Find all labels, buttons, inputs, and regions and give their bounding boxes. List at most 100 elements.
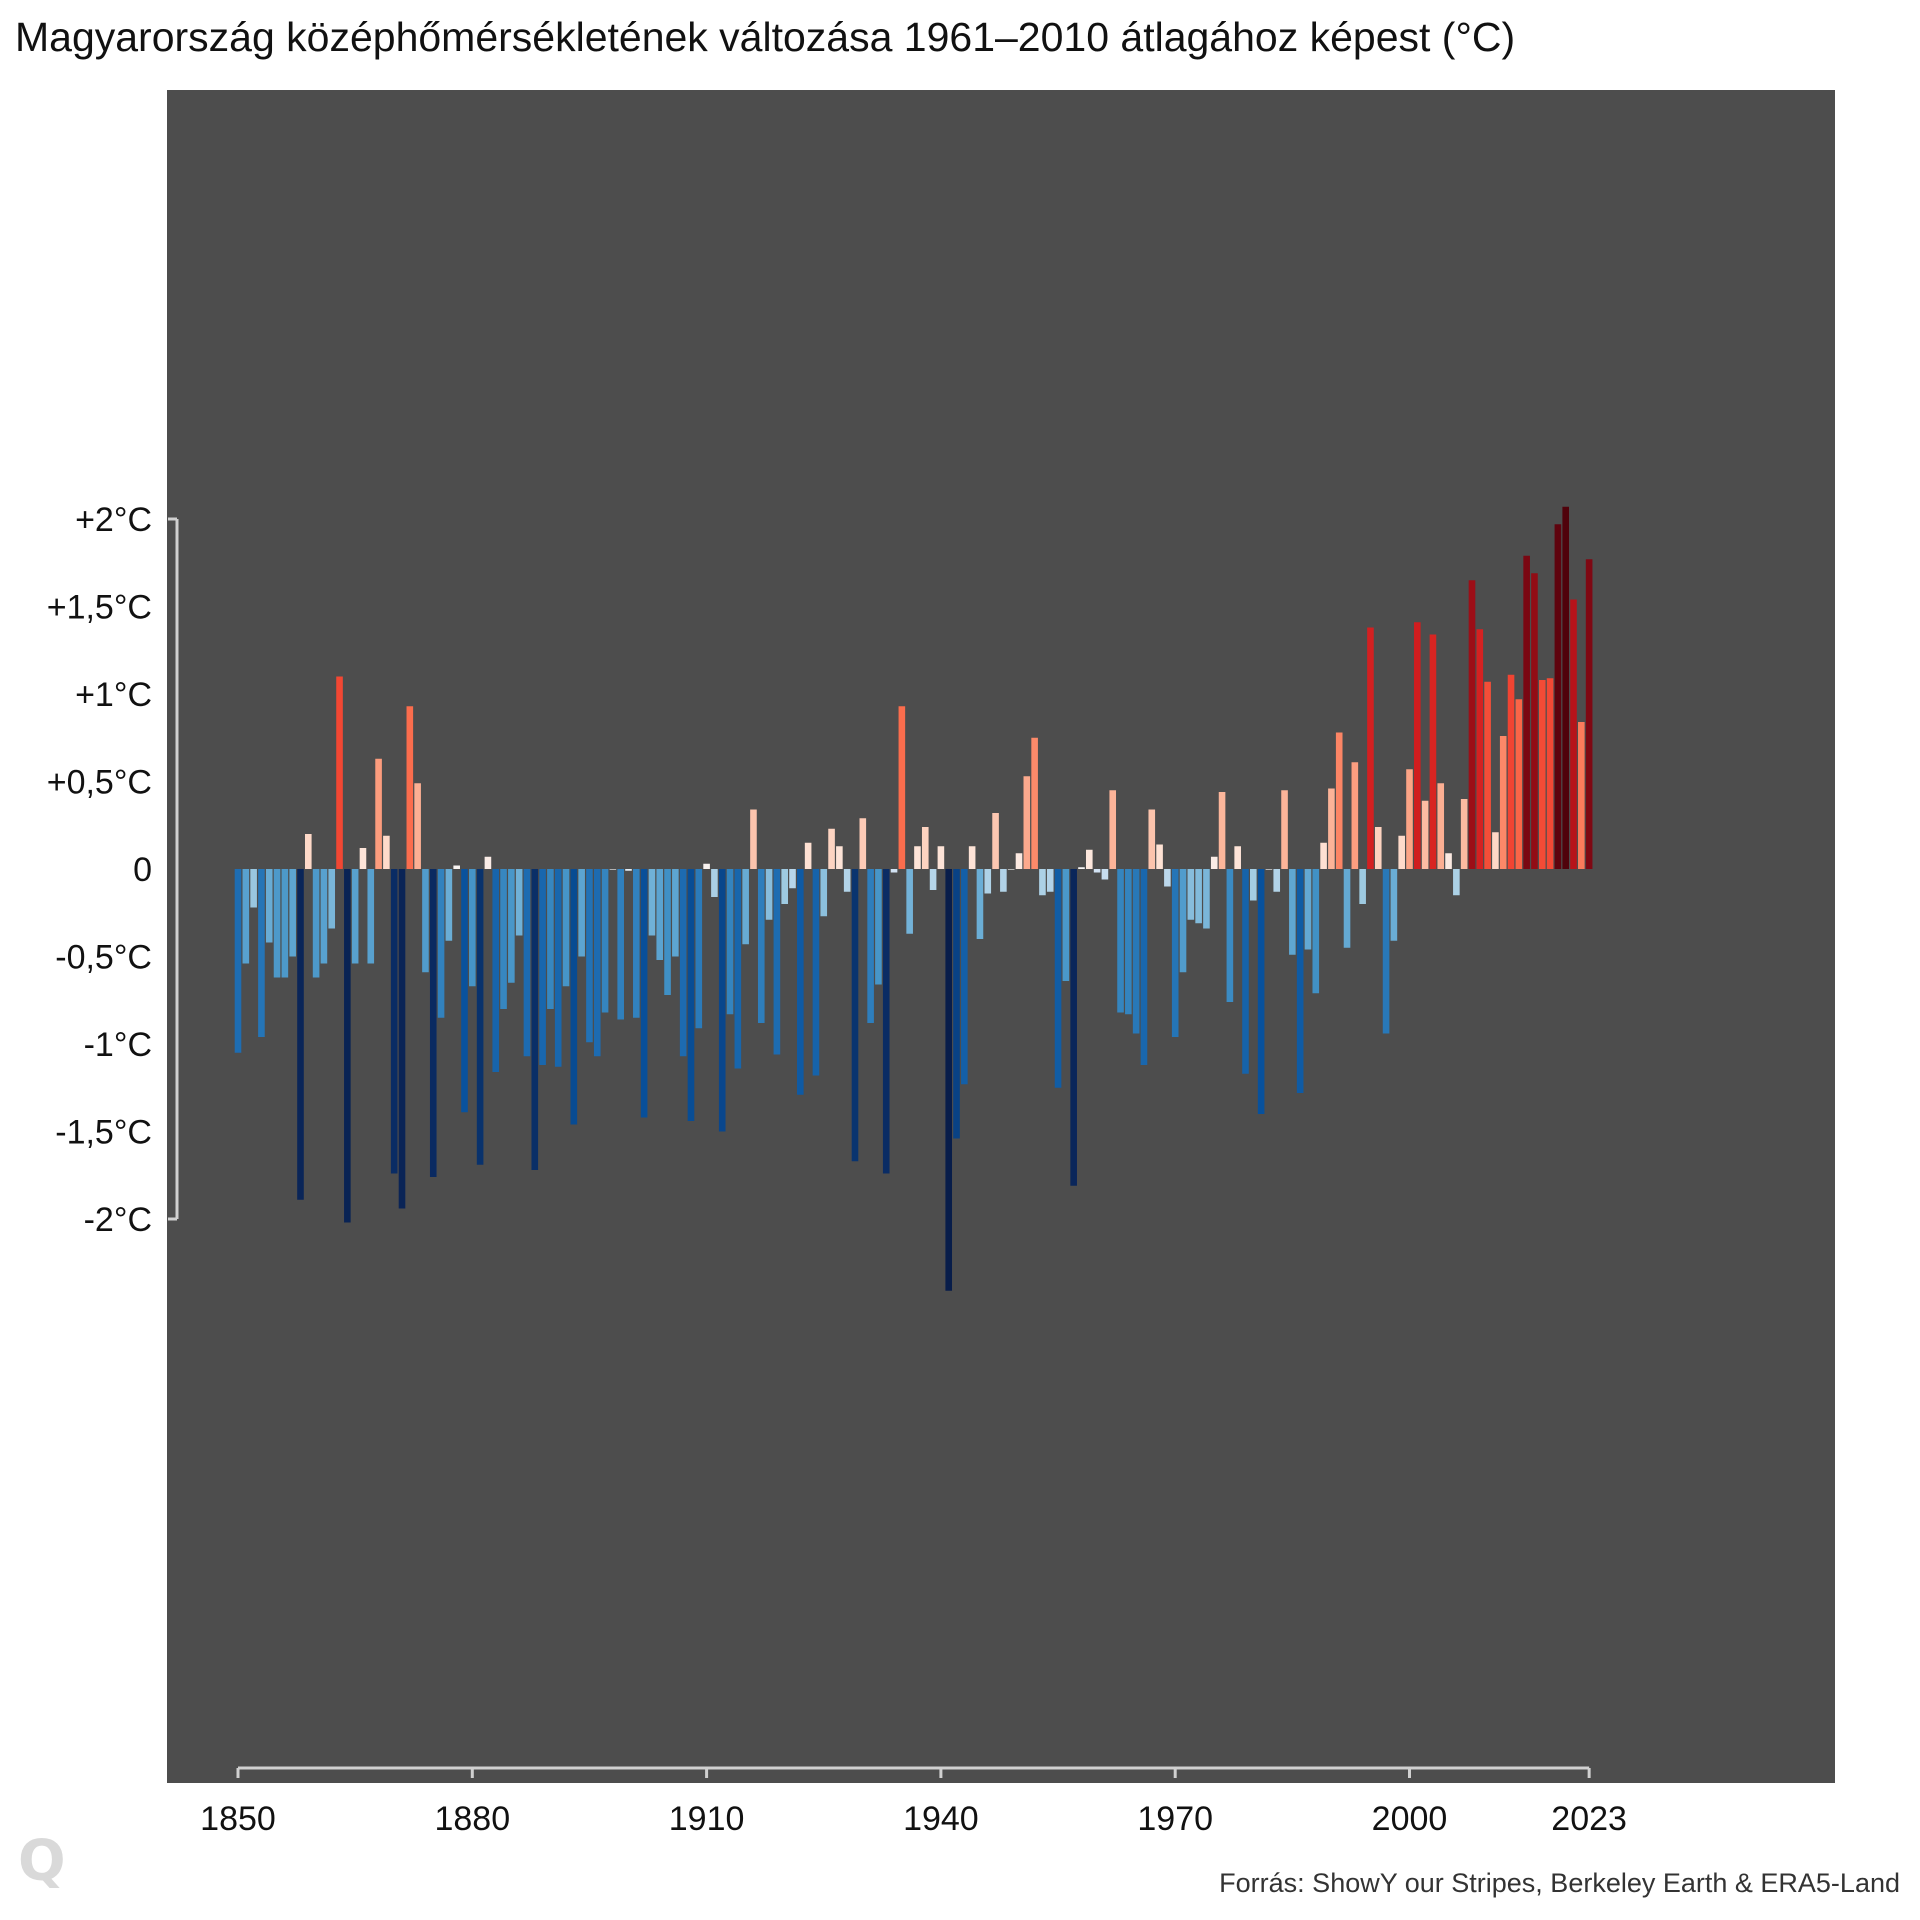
- bar-1964: 1964: -0.83: [1125, 869, 1132, 1015]
- bar-1957: 1957: -1.81: [1070, 869, 1077, 1186]
- bar-2019: 2019: 1.97: [1554, 524, 1562, 869]
- bar-1925: 1925: -0.27: [820, 869, 828, 917]
- bar-1874: 1874: -0.59: [422, 869, 429, 973]
- bar-1905: 1905: -0.72: [664, 869, 671, 995]
- bar-1903: 1903: -0.38: [648, 869, 656, 936]
- bar-1990: 1990: 0.46: [1328, 788, 1335, 869]
- bar-1868: 1868: 0.63: [375, 758, 382, 869]
- source-note: Forrás: ShowY our Stripes, Berkeley Eart…: [1219, 1868, 1900, 1898]
- bar-1933: 1933: -1.74: [882, 869, 890, 1174]
- plot-background: [167, 90, 1835, 1783]
- bar-1907: 1907: -1.07: [679, 869, 687, 1057]
- bar-2016: 2016: 1.69: [1531, 573, 1538, 869]
- chart-title: Magyarország középhőmérsékletének változ…: [15, 14, 1516, 60]
- bar-1932: 1932: -0.66: [875, 869, 882, 985]
- bar-1930: 1930: 0.29: [859, 818, 867, 869]
- bar-1867: 1867: -0.54: [367, 869, 375, 964]
- bar-1989: 1989: 0.15: [1320, 842, 1327, 869]
- bar-1898: 1898: 0: [609, 869, 617, 870]
- bar-1952: 1952: 0.75: [1031, 737, 1038, 869]
- bar-1922: 1922: -1.29: [797, 869, 804, 1095]
- bar-1882: 1882: 0.07: [484, 856, 492, 869]
- bar-1927: 1927: 0.13: [836, 846, 843, 869]
- y-tick-label: 0: [133, 851, 152, 889]
- bar-1981: 1981: -1.4: [1257, 869, 1265, 1114]
- bar-1855: 1855: -0.62: [273, 869, 281, 978]
- bar-1877: 1877: -0.41: [445, 869, 453, 941]
- bar-1899: 1899: -0.86: [617, 869, 624, 1020]
- bar-2018: 2018: 1.09: [1546, 678, 1554, 869]
- bar-2006: 2006: -0.15: [1453, 869, 1460, 896]
- bar-2023: 2023: 1.77: [1585, 559, 1593, 869]
- bar-1894: 1894: -0.5: [578, 869, 585, 957]
- bar-2007: 2007: 0.4: [1460, 799, 1468, 869]
- y-tick-label: -0,5°C: [55, 939, 152, 977]
- bar-1856: 1856: -0.62: [281, 869, 289, 978]
- bar-2014: 2014: 0.97: [1515, 699, 1523, 869]
- bar-1999: 1999: 0.19: [1398, 835, 1405, 869]
- bar-1961: 1961: -0.06: [1101, 869, 1109, 880]
- bar-1879: 1879: -1.39: [461, 869, 468, 1113]
- bar-1917: 1917: -0.88: [757, 869, 765, 1023]
- bar-1921: 1921: -0.11: [789, 869, 796, 889]
- bar-1975: 1975: 0.07: [1210, 856, 1218, 869]
- bar-2000: 2000: 0.57: [1406, 769, 1413, 869]
- bar-1876: 1876: -0.85: [437, 869, 445, 1018]
- bar-1953: 1953: -0.15: [1039, 869, 1046, 896]
- bar-1936: 1936: -0.37: [906, 869, 913, 934]
- bar-1966: 1966: -1.12: [1140, 869, 1148, 1065]
- bar-1969: 1969: -0.1: [1164, 869, 1171, 887]
- bar-1986: 1986: -1.28: [1296, 869, 1304, 1093]
- bar-1941: 1941: -2.41: [945, 869, 953, 1291]
- bar-2001: 2001: 1.41: [1414, 622, 1421, 869]
- bar-1854: 1854: -0.42: [265, 869, 273, 943]
- bar-1863: 1863: 1.1: [336, 676, 343, 869]
- bar-2005: 2005: 0.09: [1445, 853, 1452, 869]
- bar-1992: 1992: -0.45: [1343, 869, 1351, 948]
- bar-1995: 1995: 1.38: [1367, 627, 1374, 869]
- bar-1891: 1891: -1.13: [554, 869, 562, 1067]
- bar-1857: 1857: -0.5: [289, 869, 296, 957]
- bar-1902: 1902: -1.42: [640, 869, 648, 1118]
- bar-1976: 1976: 0.44: [1218, 792, 1226, 869]
- bar-1895: 1895: -0.99: [586, 869, 593, 1043]
- bar-1974: 1974: -0.34: [1203, 869, 1210, 929]
- bar-1864: 1864: -2.02: [344, 869, 351, 1223]
- bar-1851: 1851: -0.54: [242, 869, 250, 964]
- bar-1913: 1913: -0.83: [726, 869, 734, 1015]
- y-tick-label: +0,5°C: [47, 764, 152, 802]
- bar-1937: 1937: 0.13: [914, 846, 921, 869]
- bar-1919: 1919: -1.06: [773, 869, 781, 1055]
- bar-series: 1850: -1.051851: -0.541852: -0.221853: -…: [234, 506, 1593, 1291]
- bar-1956: 1956: -0.64: [1062, 869, 1070, 981]
- x-axis: 1850 1880 1910 1940 1970 2000 2023: [200, 1766, 1627, 1838]
- bar-1979: 1979: -1.17: [1242, 869, 1249, 1074]
- bar-1946: 1946: -0.14: [984, 869, 992, 894]
- bar-1985: 1985: -0.49: [1289, 869, 1296, 955]
- bar-1945: 1945: -0.4: [976, 869, 984, 939]
- bar-1870: 1870: -1.74: [390, 869, 398, 1174]
- bar-1967: 1967: 0.34: [1148, 809, 1156, 869]
- bar-1906: 1906: -0.5: [672, 869, 679, 957]
- bar-1972: 1972: -0.29: [1187, 869, 1195, 920]
- bar-2009: 2009: 1.37: [1476, 629, 1484, 869]
- bar-1962: 1962: 0.45: [1109, 790, 1117, 869]
- bar-1912: 1912: -1.5: [718, 869, 726, 1132]
- bar-1971: 1971: -0.59: [1179, 869, 1187, 973]
- bar-1884: 1884: -0.8: [500, 869, 507, 1009]
- bar-1947: 1947: 0.32: [992, 813, 999, 869]
- bar-1850: 1850: -1.05: [234, 869, 242, 1053]
- bar-1993: 1993: 0.61: [1351, 762, 1359, 869]
- bar-2013: 2013: 1.11: [1507, 674, 1515, 869]
- bar-1958: 1958: 0.01: [1078, 867, 1085, 869]
- bar-1896: 1896: -1.07: [593, 869, 601, 1057]
- y-axis: +2°C +1,5°C +1°C +0,5°C 0 -0,5°C -1°C -1,5°C -2°…: [47, 501, 179, 1239]
- bar-1931: 1931: -0.88: [867, 869, 874, 1023]
- y-tick-label: +1°C: [75, 676, 152, 714]
- y-tick-label: -1°C: [84, 1026, 152, 1064]
- bar-1939: 1939: -0.12: [929, 869, 937, 890]
- bar-1888: 1888: -1.72: [531, 869, 539, 1170]
- bar-2011: 2011: 0.21: [1492, 832, 1499, 869]
- bar-2021: 2021: 1.54: [1570, 599, 1577, 869]
- bar-1977: 1977: -0.76: [1226, 869, 1234, 1002]
